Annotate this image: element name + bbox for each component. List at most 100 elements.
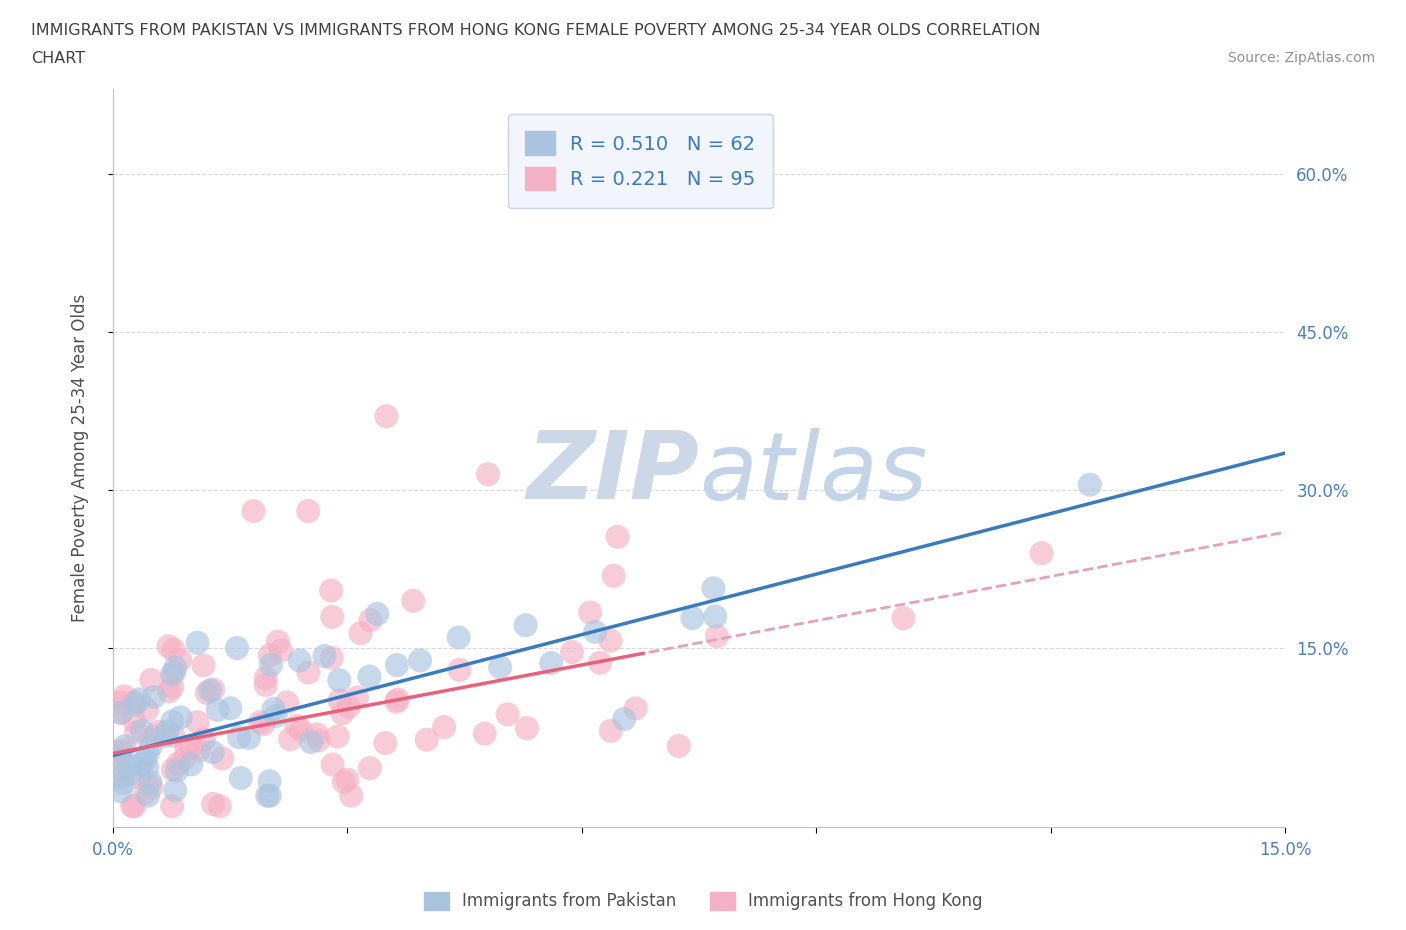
Point (337, 699, 360, 714)
Point (242, 504, 264, 519)
Legend: Immigrants from Pakistan, Immigrants from Hong Kong: Immigrants from Pakistan, Immigrants fro… (418, 885, 988, 917)
Point (157, 639, 180, 654)
Point (474, 726, 496, 741)
Point (136, 789, 159, 804)
Point (142, 689, 165, 704)
Point (165, 660, 187, 675)
Point (193, 658, 215, 672)
Point (613, 711, 636, 726)
Point (141, 738, 163, 753)
Point (160, 667, 183, 682)
Point (163, 665, 186, 680)
Point (447, 630, 470, 644)
Point (606, 529, 628, 544)
Point (125, 725, 148, 740)
Point (589, 656, 612, 671)
Point (156, 724, 179, 739)
Point (702, 581, 724, 596)
Point (143, 729, 166, 744)
Point (385, 695, 408, 710)
Point (602, 568, 624, 583)
Text: atlas: atlas (699, 428, 928, 519)
Point (165, 783, 187, 798)
Point (136, 702, 159, 717)
Point (198, 683, 221, 698)
Legend: R = 0.510   N = 62, R = 0.221   N = 95: R = 0.510 N = 62, R = 0.221 N = 95 (508, 113, 773, 208)
Point (305, 727, 328, 742)
Point (252, 717, 274, 732)
Point (579, 605, 602, 620)
Text: ZIP: ZIP (526, 427, 699, 519)
Point (174, 739, 197, 754)
Point (322, 757, 344, 772)
Point (229, 771, 252, 786)
Point (297, 504, 319, 519)
Point (259, 774, 281, 789)
Point (249, 715, 271, 730)
Point (375, 409, 398, 424)
Point (238, 730, 260, 745)
Point (402, 593, 425, 608)
Point (297, 665, 319, 680)
Point (742, 155, 765, 170)
Point (256, 789, 278, 804)
Point (110, 784, 132, 799)
Point (162, 643, 184, 658)
Point (131, 724, 153, 738)
Point (201, 745, 224, 760)
Point (124, 799, 146, 814)
Point (449, 662, 471, 677)
Point (146, 724, 169, 739)
Point (110, 744, 132, 759)
Point (359, 761, 381, 776)
Point (329, 693, 352, 708)
Point (489, 659, 512, 674)
Point (180, 739, 202, 754)
Point (167, 756, 190, 771)
Point (122, 695, 145, 710)
Point (319, 583, 342, 598)
Point (415, 732, 437, 747)
Point (112, 776, 135, 790)
Point (228, 730, 250, 745)
Point (153, 728, 176, 743)
Point (219, 701, 242, 716)
Text: Source: ZipAtlas.com: Source: ZipAtlas.com (1227, 51, 1375, 65)
Point (267, 634, 290, 649)
Point (160, 799, 183, 814)
Point (180, 757, 202, 772)
Point (599, 724, 621, 738)
Point (193, 732, 215, 747)
Point (308, 733, 330, 748)
Point (278, 732, 301, 747)
Point (136, 746, 159, 761)
Point (128, 769, 150, 784)
Point (321, 650, 343, 665)
Point (195, 685, 218, 700)
Point (139, 775, 162, 790)
Point (366, 606, 388, 621)
Point (122, 713, 145, 728)
Point (288, 653, 311, 668)
Point (285, 719, 308, 734)
Point (211, 751, 233, 765)
Point (169, 710, 191, 724)
Point (208, 799, 231, 814)
Point (314, 648, 336, 663)
Point (259, 789, 281, 804)
Point (346, 690, 368, 705)
Point (540, 656, 562, 671)
Point (111, 743, 134, 758)
Point (333, 775, 356, 790)
Point (207, 702, 229, 717)
Point (124, 697, 146, 711)
Point (360, 613, 382, 628)
Point (340, 789, 363, 804)
Point (141, 780, 163, 795)
Point (321, 609, 343, 624)
Point (263, 701, 285, 716)
Point (120, 766, 142, 781)
Point (409, 653, 432, 668)
Point (359, 669, 381, 684)
Point (112, 689, 135, 704)
